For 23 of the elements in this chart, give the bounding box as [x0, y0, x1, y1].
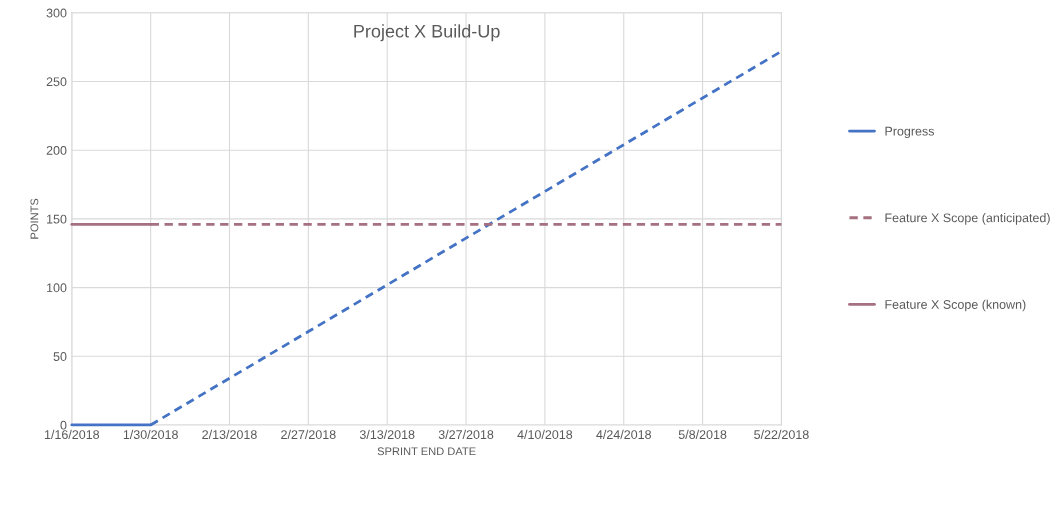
y-tick-label: 0 — [60, 420, 67, 430]
x-tick-label: 4/10/2018 — [517, 429, 573, 439]
x-tick-label: 1/16/2018 — [44, 429, 100, 439]
y-tick-label: 100 — [47, 283, 67, 293]
legend-label: Progress — [885, 126, 935, 139]
y-tick-label: 250 — [46, 77, 67, 87]
x-tick-label: 3/27/2018 — [438, 429, 494, 439]
legend-label: Feature X Scope (known) — [885, 299, 1026, 312]
x-axis-title: SPRINT END DATE — [377, 447, 476, 456]
x-tick-label: 4/24/2018 — [596, 429, 652, 439]
text: Project X Build-Up — [354, 24, 500, 42]
y-tick-label: 200 — [46, 145, 67, 155]
x-tick-label: 3/13/2018 — [359, 429, 415, 439]
x-tick-label: 1/30/2018 — [123, 429, 178, 439]
y-tick-label: 150 — [47, 214, 67, 224]
y-axis-title: POINTS — [30, 198, 39, 239]
y-tick-label: 300 — [46, 8, 67, 18]
x-tick-label: 5/22/2018 — [754, 429, 809, 439]
y-tick-label: 50 — [53, 352, 67, 361]
x-tick-label: 5/8/2018 — [678, 429, 727, 439]
x-tick-label: 2/13/2018 — [202, 429, 257, 439]
x-tick-label: 2/27/2018 — [281, 429, 336, 439]
legend-label: Feature X Scope (anticipated) — [885, 213, 1050, 225]
